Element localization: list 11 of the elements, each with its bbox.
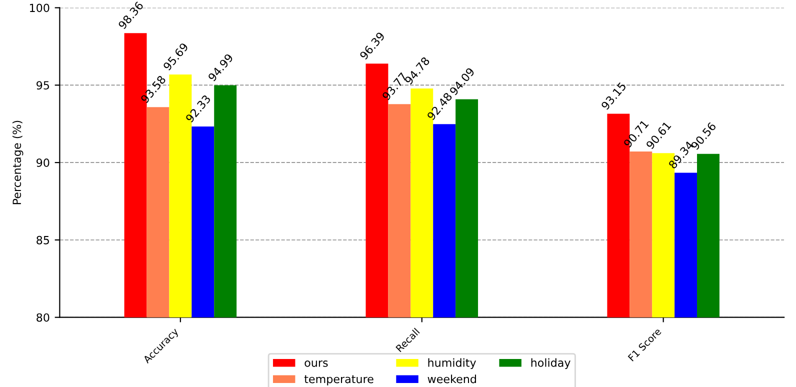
y-tick-label: 90 [36,158,50,167]
y-tick-label: 95 [36,81,50,90]
legend-label: humidity [428,358,476,370]
y-axis-title: Percentage (%) [12,120,24,204]
legend-label: weekend [428,374,476,384]
y-tick-label: 100 [30,4,50,12]
y-tick-label: 85 [36,236,50,244]
y-tick-label: 80 [36,313,50,322]
legend-label: ours [304,360,328,367]
legend-label: holiday [531,358,570,370]
legend-label: temperature [304,375,374,386]
